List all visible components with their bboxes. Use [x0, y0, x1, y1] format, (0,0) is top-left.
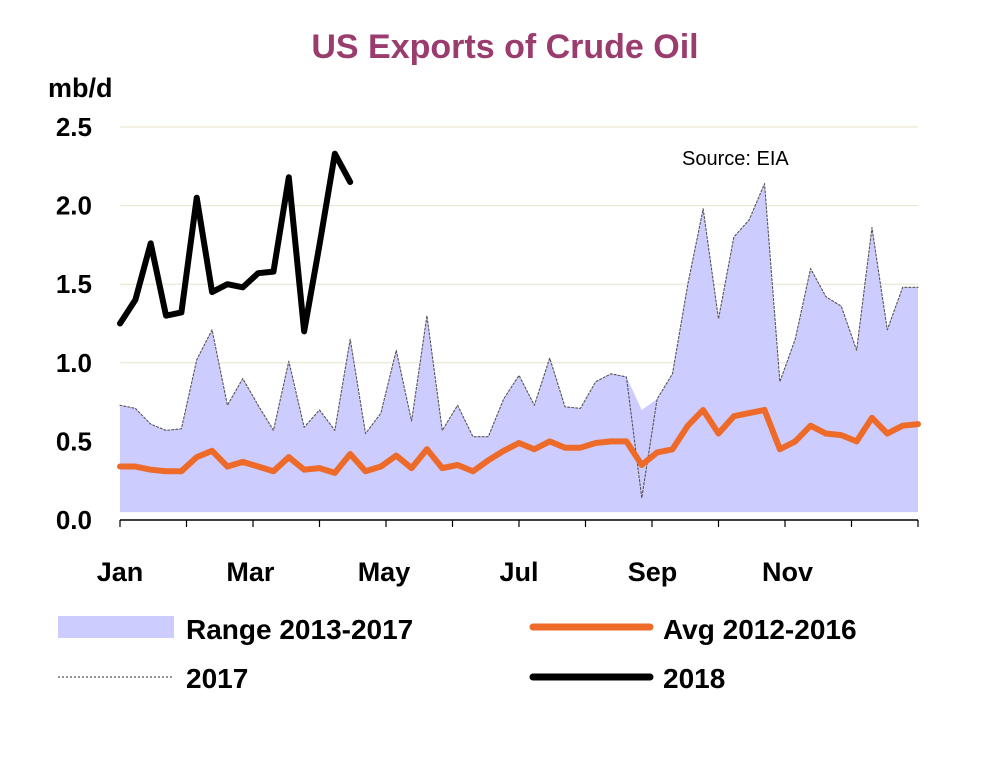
- y-tick-label: 1.0: [56, 348, 92, 378]
- x-tick-label: Mar: [226, 557, 275, 587]
- series-lines-layer: [117, 150, 921, 499]
- y-tick-label: 0.0: [56, 505, 92, 535]
- legend-label-2018: 2018: [663, 663, 725, 694]
- source-annotation: Source: EIA: [682, 148, 789, 170]
- legend-label-range: Range 2013-2017: [186, 614, 413, 645]
- axes: [119, 519, 919, 527]
- legend: Range 2013-2017 Avg 2012-2016 2017 2018: [58, 614, 857, 694]
- y-tick-labels: 0.0 0.5 1.0 1.5 2.0 2.5: [56, 112, 92, 535]
- x-tick-label: Jul: [499, 557, 538, 587]
- y-tick-label: 0.5: [56, 426, 92, 456]
- x-tick-label: Nov: [762, 557, 813, 587]
- legend-label-2017: 2017: [186, 663, 248, 694]
- x-tick-label: Jan: [97, 557, 144, 587]
- line-avg-2012-2016: [117, 406, 921, 476]
- legend-label-avg: Avg 2012-2016: [663, 614, 857, 645]
- y-tick-label: 1.5: [56, 269, 92, 299]
- line-2017: [119, 183, 919, 499]
- chart-title: US Exports of Crude Oil: [311, 28, 698, 66]
- y-tick-label: 2.0: [56, 191, 92, 221]
- line-2018: [117, 150, 354, 335]
- x-tick-labels: Jan Mar May Jul Sep Nov: [97, 557, 813, 587]
- x-tick-label: Sep: [628, 557, 678, 587]
- legend-swatch-range: [58, 616, 174, 638]
- x-tick-label: May: [358, 557, 411, 587]
- y-axis-unit: mb/d: [48, 73, 113, 103]
- y-tick-label: 2.5: [56, 112, 92, 142]
